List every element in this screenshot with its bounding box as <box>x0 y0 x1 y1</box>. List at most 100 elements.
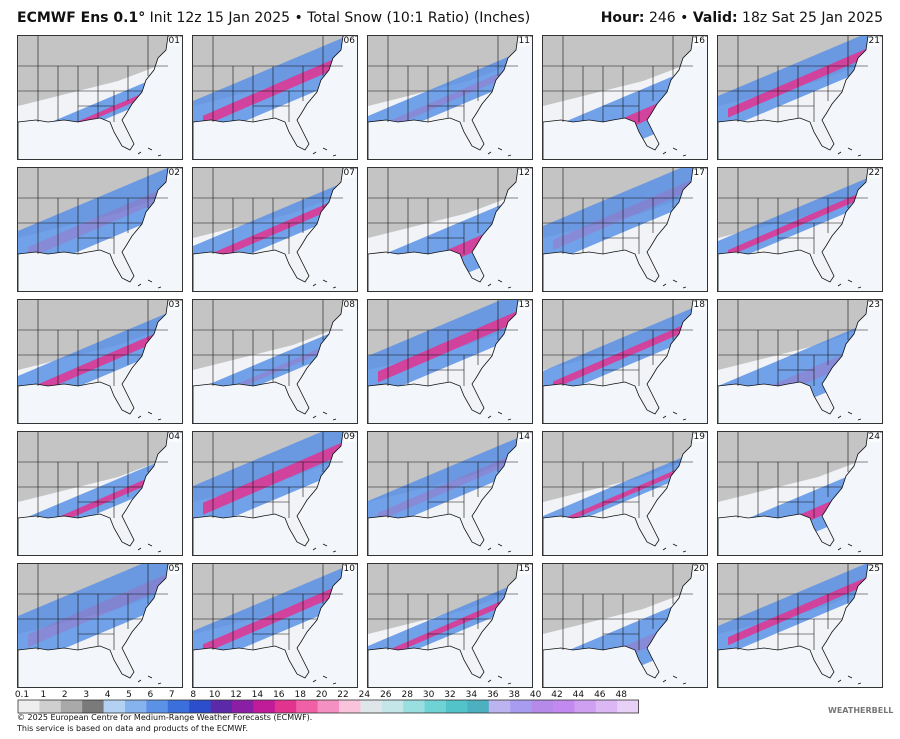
islands <box>137 147 162 157</box>
member-label: 20 <box>693 564 705 574</box>
grey-snow <box>543 300 707 370</box>
snow-core <box>28 182 178 259</box>
map <box>193 168 357 291</box>
colorbar-swatch <box>403 700 426 713</box>
ocean <box>543 300 707 423</box>
grey-snow <box>543 432 707 502</box>
colorbar-swatch <box>424 700 447 713</box>
map <box>193 300 357 423</box>
map-panel: 14 <box>367 431 533 556</box>
ocean <box>543 432 707 555</box>
snow-core <box>553 458 703 528</box>
ocean <box>193 300 357 423</box>
colorbar-swatch <box>317 700 340 713</box>
ocean <box>368 36 532 159</box>
ocean <box>718 168 882 291</box>
snow-core <box>378 589 528 661</box>
map <box>718 432 882 555</box>
grey-snow <box>368 36 532 106</box>
colorbar-label: 46 <box>594 690 606 700</box>
colorbar-label: 1 <box>41 690 47 700</box>
colorbar-label: 32 <box>444 690 455 700</box>
map <box>18 564 182 687</box>
colorbar-label: 26 <box>380 690 392 700</box>
map-panel: 18 <box>542 299 708 424</box>
map <box>543 300 707 423</box>
islands <box>487 279 512 289</box>
member-label: 07 <box>343 168 355 178</box>
snow-core <box>203 579 353 654</box>
islands <box>312 675 337 685</box>
snow-core <box>203 437 353 515</box>
colorbar-swatch <box>531 700 554 713</box>
colorbar-label: 28 <box>401 690 413 700</box>
colorbar-label: 6 <box>148 690 154 700</box>
colorbar-swatch <box>617 700 640 713</box>
snow-core <box>203 50 353 127</box>
snow-core <box>553 175 703 250</box>
map <box>193 564 357 687</box>
map-panel: 01 <box>17 35 183 160</box>
ocean <box>718 36 882 159</box>
snow-core <box>378 306 528 383</box>
colorbar-swatch <box>18 700 40 713</box>
colorbar-swatch <box>232 700 254 713</box>
colorbar-label: 7 <box>169 690 175 700</box>
grey-snow <box>718 432 882 502</box>
member-label: 13 <box>518 300 530 310</box>
ocean <box>193 432 357 555</box>
ocean <box>193 168 357 291</box>
colorbar-label: 5 <box>126 690 132 700</box>
map-panel: 02 <box>17 167 183 292</box>
ocean <box>718 300 882 423</box>
colorbar-swatch <box>82 700 105 713</box>
member-label: 05 <box>168 564 180 574</box>
colorbar-swatch <box>574 700 597 713</box>
colorbar-label: 48 <box>615 690 627 700</box>
init: Init 12z 15 Jan 2025 • Total Snow (10:1 … <box>149 10 531 26</box>
map <box>718 36 882 159</box>
colorbar-swatch <box>167 700 190 713</box>
colorbar-label: 36 <box>487 690 499 700</box>
map-panel: 20 <box>542 563 708 688</box>
islands <box>837 543 862 553</box>
grey-snow <box>368 168 532 238</box>
ocean <box>193 36 357 159</box>
map <box>718 300 882 423</box>
colorbar-swatch <box>467 700 490 713</box>
map-panel: 07 <box>192 167 358 292</box>
grey-snow <box>368 564 532 634</box>
colorbar-label: 16 <box>273 690 285 700</box>
islands <box>312 411 337 421</box>
map-panel: 08 <box>192 299 358 424</box>
colorbar-swatch <box>189 700 212 713</box>
colorbar-label: 3 <box>83 690 89 700</box>
map <box>193 36 357 159</box>
colorbar-label: 4 <box>105 690 111 700</box>
map <box>543 564 707 687</box>
map <box>718 168 882 291</box>
map-panel: 05 <box>17 563 183 688</box>
snow-band <box>368 46 532 144</box>
member-label: 25 <box>868 564 880 574</box>
colorbar-label: 30 <box>423 690 435 700</box>
member-label: 17 <box>693 168 705 178</box>
snow-core <box>553 316 703 389</box>
snow-band <box>368 432 532 535</box>
member-label: 11 <box>518 36 530 46</box>
map <box>18 432 182 555</box>
member-label: 01 <box>168 36 180 46</box>
colorbar-label: 2 <box>62 690 68 700</box>
islands <box>837 279 862 289</box>
islands <box>137 411 162 421</box>
islands <box>837 675 862 685</box>
member-label: 18 <box>693 300 705 310</box>
model: ECMWF Ens 0.1° <box>17 10 146 26</box>
map-panel: 23 <box>717 299 883 424</box>
map-panel: 03 <box>17 299 183 424</box>
islands <box>487 147 512 157</box>
grey-snow <box>18 432 182 502</box>
valid: 18z Sat 25 Jan 2025 <box>742 10 883 26</box>
ocean <box>18 168 182 291</box>
